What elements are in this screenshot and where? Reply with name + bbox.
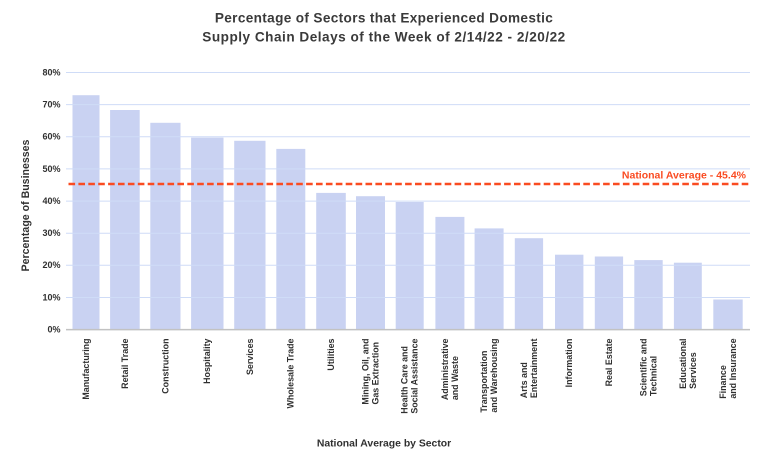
- svg-text:40%: 40%: [42, 196, 60, 206]
- svg-text:80%: 80%: [42, 67, 60, 77]
- svg-text:and Insurance: and Insurance: [728, 338, 738, 398]
- svg-text:Real Estate: Real Estate: [604, 338, 614, 386]
- svg-text:Retail Trade: Retail Trade: [120, 338, 130, 388]
- svg-text:and Waste: and Waste: [450, 356, 460, 400]
- svg-text:Construction: Construction: [160, 339, 170, 394]
- svg-text:Gas Extraction: Gas Extraction: [370, 342, 380, 405]
- svg-text:Wholesale Trade: Wholesale Trade: [286, 338, 296, 408]
- svg-text:Percentage of Businesses: Percentage of Businesses: [20, 139, 32, 271]
- svg-text:Educational: Educational: [678, 339, 688, 389]
- svg-text:National Average - 45.4%: National Average - 45.4%: [622, 170, 747, 182]
- svg-text:60%: 60%: [42, 132, 60, 142]
- svg-text:10%: 10%: [42, 292, 60, 302]
- svg-text:Utilities: Utilities: [326, 338, 336, 370]
- svg-text:Arts and: Arts and: [519, 362, 529, 398]
- svg-text:20%: 20%: [42, 260, 60, 270]
- svg-text:Supply Chain Delays of the Wee: Supply Chain Delays of the Week of 2/14/…: [202, 30, 565, 45]
- svg-text:Technical: Technical: [648, 356, 658, 396]
- svg-text:Administrative: Administrative: [440, 338, 450, 400]
- svg-text:Transportation: Transportation: [479, 350, 489, 412]
- svg-text:Services: Services: [688, 352, 698, 389]
- svg-text:Mining, Oil, and: Mining, Oil, and: [360, 339, 370, 405]
- svg-text:Manufacturing: Manufacturing: [81, 339, 91, 400]
- svg-text:Entertainment: Entertainment: [529, 338, 539, 398]
- svg-text:Hospitality: Hospitality: [202, 338, 212, 383]
- svg-text:70%: 70%: [42, 100, 60, 110]
- svg-text:Scientific and: Scientific and: [638, 339, 648, 397]
- svg-text:Information: Information: [564, 339, 574, 388]
- svg-text:Percentage of Sectors that Exp: Percentage of Sectors that Experienced D…: [215, 11, 553, 26]
- svg-text:Social Assistance: Social Assistance: [410, 338, 420, 413]
- svg-text:30%: 30%: [42, 228, 60, 238]
- svg-text:and Warehousing: and Warehousing: [489, 338, 499, 412]
- svg-text:Finance: Finance: [718, 365, 728, 399]
- svg-text:National Average by Sector: National Average by Sector: [317, 439, 451, 450]
- svg-text:50%: 50%: [42, 164, 60, 174]
- svg-text:0%: 0%: [47, 325, 60, 335]
- svg-text:Health Care and: Health Care and: [400, 346, 410, 414]
- svg-text:Services: Services: [245, 338, 255, 375]
